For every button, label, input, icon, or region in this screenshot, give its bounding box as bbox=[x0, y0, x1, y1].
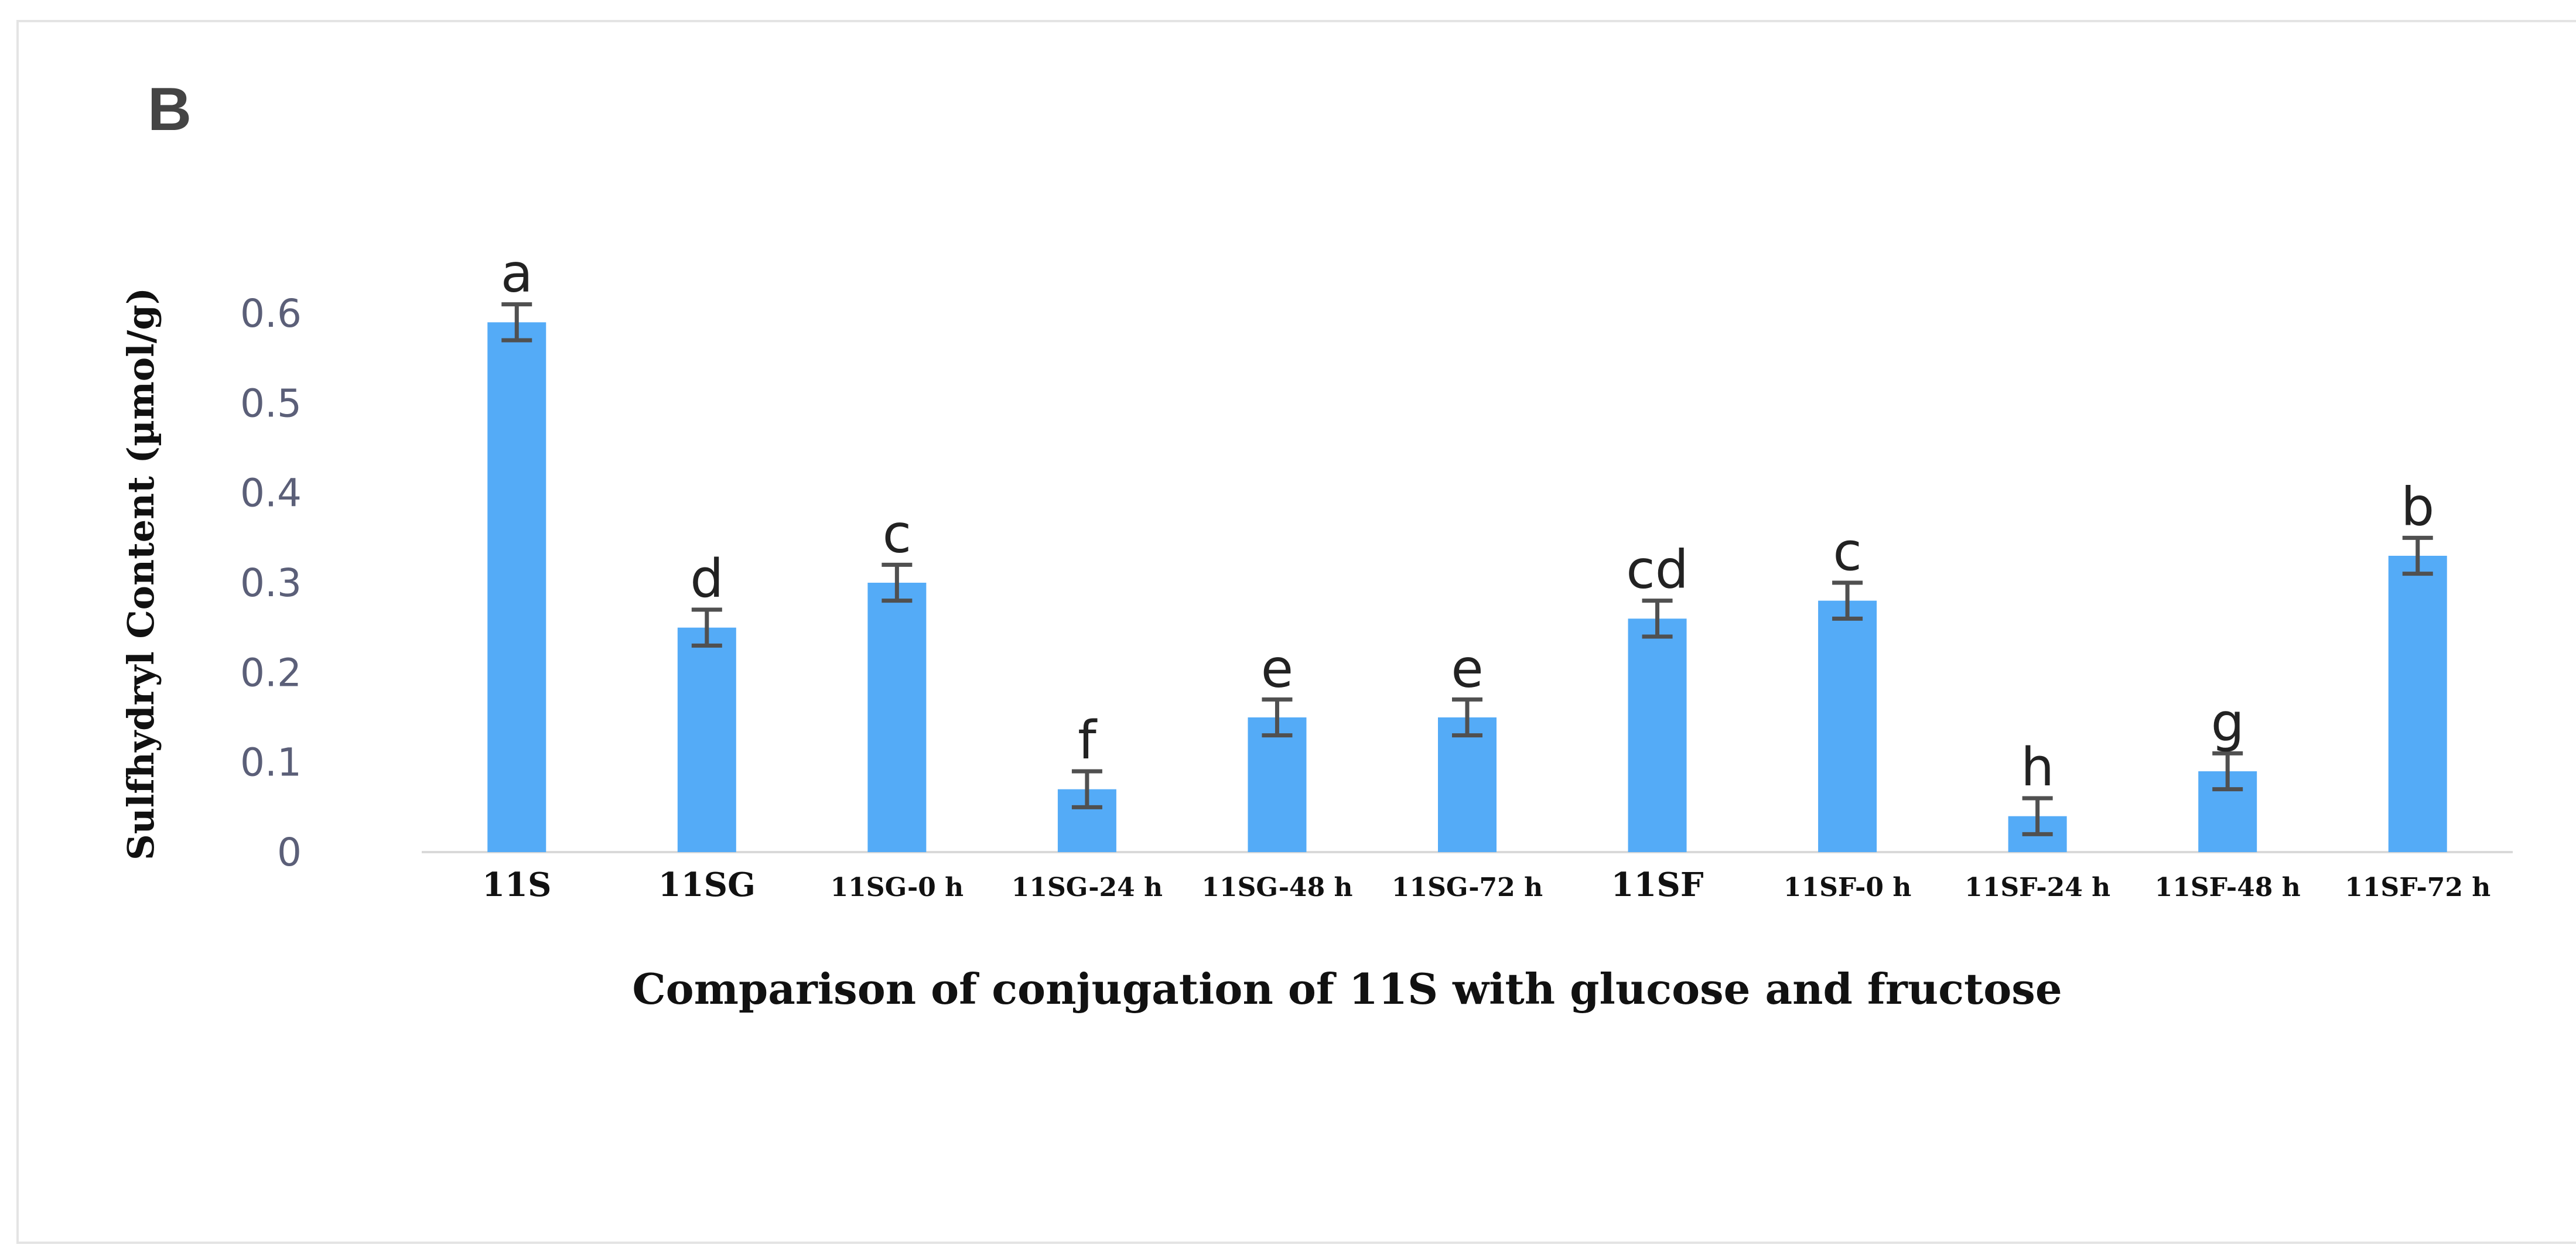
bar bbox=[867, 583, 927, 852]
error-bar bbox=[2402, 535, 2433, 576]
bar bbox=[2388, 556, 2447, 852]
error-bar bbox=[1452, 697, 1482, 738]
x-tick-label: 11SG-48 h bbox=[1201, 873, 1352, 902]
x-tick-label: 11S bbox=[482, 866, 551, 904]
significance-letter: b bbox=[2401, 476, 2434, 538]
x-tick-label: 11SF-48 h bbox=[2155, 873, 2301, 902]
error-bar bbox=[2212, 751, 2243, 792]
bar bbox=[487, 322, 546, 852]
significance-letters-group: a d c f e e cd c h g b bbox=[501, 243, 2435, 798]
error-bar bbox=[2022, 796, 2053, 836]
y-tick-label: 0.1 bbox=[240, 740, 302, 785]
error-bar bbox=[691, 607, 722, 648]
x-tick-label: 11SG-72 h bbox=[1392, 873, 1543, 902]
bar bbox=[1628, 618, 1687, 852]
panel-label: B bbox=[148, 76, 192, 143]
figure-frame bbox=[16, 20, 2576, 1244]
significance-letter: f bbox=[1078, 710, 1098, 771]
bar bbox=[677, 627, 736, 852]
y-tick-label: 0.4 bbox=[240, 471, 302, 516]
error-bar bbox=[1262, 697, 1293, 738]
error-bar bbox=[1642, 599, 1673, 639]
x-tick-label: 11SF-72 h bbox=[2345, 873, 2490, 902]
y-axis-title: Sulfhydryl Content (µmol/g) bbox=[119, 288, 162, 860]
y-axis-tick-labels: 0 0.1 0.2 0.3 0.4 0.5 0.6 bbox=[240, 291, 302, 875]
y-tick-label: 0.6 bbox=[240, 291, 302, 336]
significance-letter: d bbox=[690, 548, 723, 610]
bars-group bbox=[487, 322, 2447, 852]
bar bbox=[1438, 717, 1497, 852]
x-tick-label: 11SG-0 h bbox=[831, 873, 964, 902]
x-axis-title: Comparison of conjugation of 11S with gl… bbox=[632, 964, 2062, 1014]
significance-letter: c bbox=[883, 503, 911, 565]
x-tick-label: 11SG bbox=[658, 866, 756, 904]
significance-letter: a bbox=[501, 243, 533, 305]
significance-letter: e bbox=[1451, 638, 1483, 699]
x-axis-tick-labels: 11S 11SG 11SG-0 h 11SG-24 h 11SG-48 h 11SG-72… bbox=[482, 866, 2490, 904]
bar bbox=[1818, 600, 1877, 852]
error-bar bbox=[882, 562, 913, 603]
bar bbox=[1248, 717, 1307, 852]
error-bar bbox=[1071, 769, 1102, 809]
y-tick-label: 0.5 bbox=[240, 381, 302, 426]
y-tick-label: 0 bbox=[277, 830, 302, 875]
significance-letter: h bbox=[2021, 737, 2054, 798]
significance-letter: e bbox=[1261, 638, 1293, 699]
error-bar bbox=[1832, 580, 1863, 621]
error-bars-group bbox=[501, 302, 2433, 836]
x-tick-label: 11SF bbox=[1611, 866, 1703, 904]
significance-letter: c bbox=[1833, 521, 1861, 583]
y-tick-label: 0.3 bbox=[240, 560, 302, 606]
significance-letter: g bbox=[2211, 692, 2244, 753]
error-bar bbox=[501, 302, 532, 343]
x-tick-label: 11SG-24 h bbox=[1012, 873, 1163, 902]
x-tick-label: 11SF-0 h bbox=[1784, 873, 1911, 902]
y-tick-label: 0.2 bbox=[240, 650, 302, 695]
significance-letter: cd bbox=[1626, 539, 1689, 601]
x-tick-label: 11SF-24 h bbox=[1965, 873, 2110, 902]
